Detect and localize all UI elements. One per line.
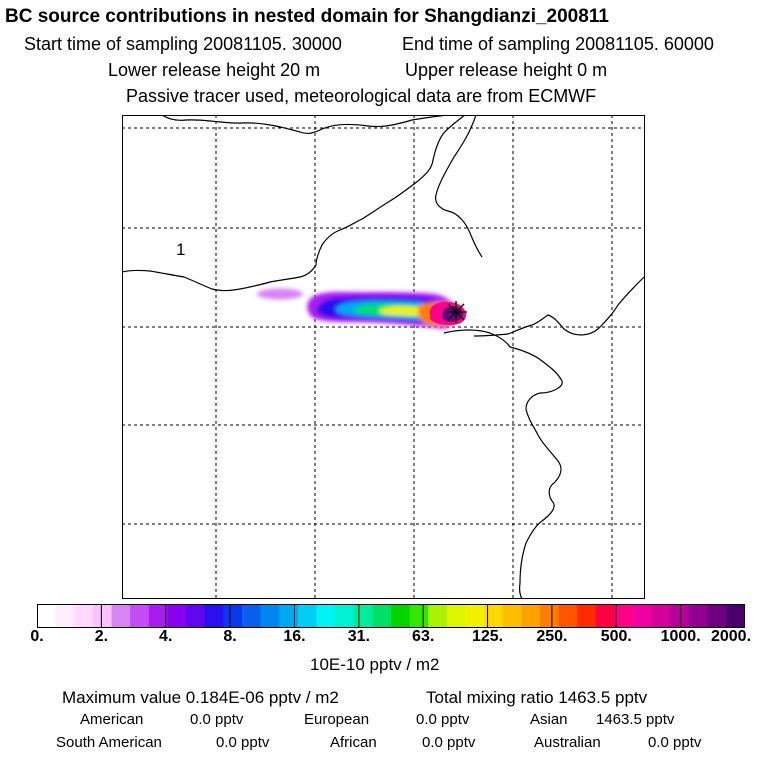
color-bar-cell [223,604,243,628]
color-bar-cell [55,604,75,628]
max-value-label: Maximum value 0.184E-06 pptv / m2 [62,688,339,707]
color-bar-cell [241,604,262,628]
asian-value: 1463.5 pptv [596,711,675,728]
asian-label: Asian [530,711,568,728]
tracer-note: Passive tracer used, meteorological data… [126,86,597,106]
color-bar-tick-label: 2000. [710,628,752,645]
lower-release-label: Lower release height 20 m [108,60,321,80]
color-bar-cell [651,604,672,628]
coastlines [122,115,645,599]
south-american-label: South American [56,734,162,751]
color-bar-cell [707,604,727,628]
color-bar-cell [391,604,411,628]
concentration-plume [257,288,466,329]
start-time-label: Start time of sampling 20081105. 30000 [24,34,342,54]
color-bar-cell [279,604,299,628]
color-bar-cell [502,604,523,628]
australian-value: 0.0 pptv [648,734,702,751]
color-bar-tick-label: 31. [347,628,370,645]
color-bar-cell [186,604,206,628]
total-mixing-ratio-label: Total mixing ratio 1463.5 pptv [426,688,648,707]
color-bar-cell [465,604,485,628]
region-label: 1 [176,240,185,259]
map-frame [122,115,645,599]
color-bar-cell [335,604,355,628]
african-value: 0.0 pptv [422,734,476,751]
color-bar-cell [409,604,429,628]
color-bar-cell [37,604,57,628]
south-american-value: 0.0 pptv [216,734,270,751]
color-bar [37,604,745,628]
color-bar-cell [558,604,578,628]
map-panel: 1 [122,115,645,599]
color-bar-cell [614,604,634,628]
color-bar-cell [521,604,541,628]
color-bar-cell [577,604,597,628]
star-icon [445,301,467,323]
color-bar-cell [633,604,653,628]
european-label: European [304,711,370,728]
color-bar-cell [111,604,131,628]
color-bar-cell [92,604,113,628]
color-bar-tick-label: 8. [223,628,237,645]
color-bar-tick-label: 250. [536,628,568,645]
color-bar-cell [428,604,448,628]
color-bar-tick-label: 16. [283,628,306,645]
color-bar-cell [297,604,318,628]
american-label: American [80,711,144,728]
end-time-label: End time of sampling 20081105. 60000 [402,34,714,54]
color-bar-cell [595,604,616,628]
color-bar-cell [446,604,467,628]
color-bar-cell [670,604,690,628]
color-bar-cell [316,604,336,628]
color-bar-cell [74,604,94,628]
color-bar-cell [372,604,392,628]
color-bar-tick-label: 1000. [660,628,701,645]
color-bar-tick-label: 125. [471,628,504,645]
european-value: 0.0 pptv [416,711,470,728]
color-bar-cell [353,604,373,628]
color-bar-cell [260,604,280,628]
color-bar-tick-label: 0. [30,628,44,645]
color-bar-cell [167,604,187,628]
map-title: BC source contributions in nested domain… [5,6,609,27]
color-bar-tick-label: 63. [412,628,435,645]
color-bar-tick-label: 2. [94,628,109,645]
african-label: African [330,734,377,751]
australian-label: Australian [534,734,601,751]
color-bar-cell [726,604,745,628]
upper-release-label: Upper release height 0 m [405,60,608,80]
color-bar-cell [148,604,169,628]
american-value: 0.0 pptv [190,711,244,728]
color-bar-cell [204,604,224,628]
color-bar-tick-label: 4. [159,628,173,645]
color-bar-tick-label: 500. [600,628,632,645]
color-bar-cell [689,604,709,628]
color-bar-cell [130,604,150,628]
graticule [122,115,645,599]
color-bar-cell [484,604,504,628]
color-bar-units: 10E-10 pptv / m2 [310,655,440,674]
color-bar-cell [540,604,560,628]
